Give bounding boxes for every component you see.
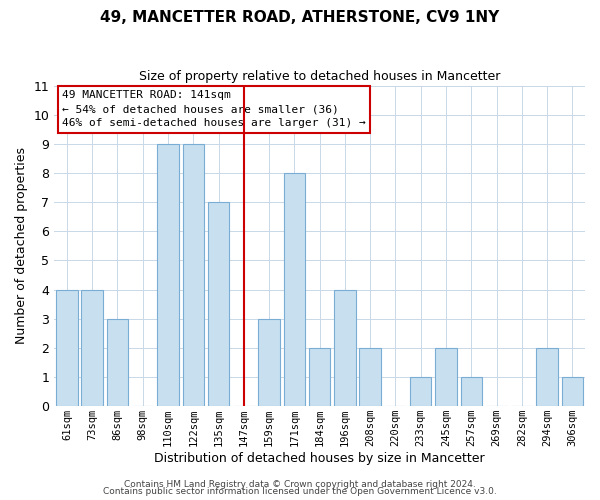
X-axis label: Distribution of detached houses by size in Mancetter: Distribution of detached houses by size …	[154, 452, 485, 465]
Bar	[259, 318, 280, 406]
Bar	[157, 144, 179, 406]
Bar	[562, 377, 583, 406]
Bar	[208, 202, 229, 406]
Bar	[284, 173, 305, 406]
Bar	[107, 318, 128, 406]
Bar	[334, 290, 356, 406]
Bar	[461, 377, 482, 406]
Text: 49, MANCETTER ROAD, ATHERSTONE, CV9 1NY: 49, MANCETTER ROAD, ATHERSTONE, CV9 1NY	[100, 10, 500, 25]
Text: Contains public sector information licensed under the Open Government Licence v3: Contains public sector information licen…	[103, 488, 497, 496]
Y-axis label: Number of detached properties: Number of detached properties	[15, 148, 28, 344]
Bar	[182, 144, 204, 406]
Text: Contains HM Land Registry data © Crown copyright and database right 2024.: Contains HM Land Registry data © Crown c…	[124, 480, 476, 489]
Bar	[536, 348, 558, 406]
Bar	[435, 348, 457, 406]
Bar	[309, 348, 331, 406]
Title: Size of property relative to detached houses in Mancetter: Size of property relative to detached ho…	[139, 70, 500, 83]
Bar	[82, 290, 103, 406]
Bar	[56, 290, 77, 406]
Bar	[359, 348, 381, 406]
Text: 49 MANCETTER ROAD: 141sqm
← 54% of detached houses are smaller (36)
46% of semi-: 49 MANCETTER ROAD: 141sqm ← 54% of detac…	[62, 90, 366, 128]
Bar	[410, 377, 431, 406]
